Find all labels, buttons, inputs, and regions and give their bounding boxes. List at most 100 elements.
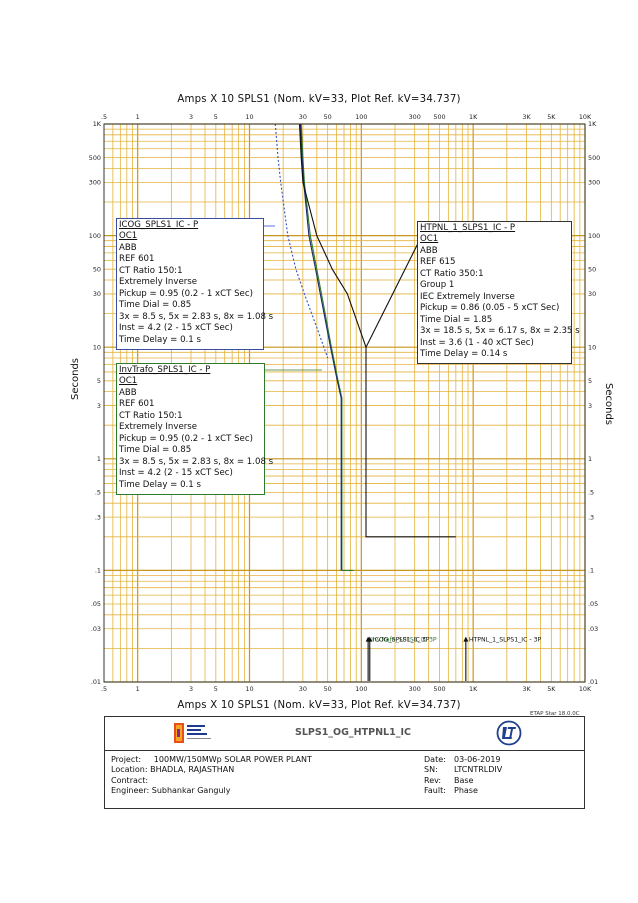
x-tick-label-bottom: 5	[214, 685, 218, 693]
y-tick-label-right: 500	[588, 154, 600, 162]
relay-name: ICOG_SPLS1_IC - P	[119, 220, 199, 230]
relay-line: Time Dial = 0.85	[119, 445, 192, 456]
x-tick-label-top: .5	[101, 113, 107, 121]
sn-label: SN:	[424, 765, 438, 775]
y-tick-label-right: .1	[588, 567, 594, 575]
x-tick-label-top: 3K	[522, 113, 531, 121]
y-axis-label-left: Seconds	[70, 357, 81, 400]
company-logo	[174, 723, 211, 743]
x-tick-label-bottom: 5K	[547, 685, 556, 693]
curve-1	[300, 123, 354, 571]
sc-marker-arrow	[367, 636, 373, 642]
x-tick-label-bottom: 3	[189, 685, 193, 693]
axis-tick-labels: .5 .5 1 1 3 3 5 5 10 10 30 30 50 50 100 100 300 300 500 500…	[89, 113, 600, 693]
relay-line: Pickup = 0.95 (0.2 - 1 xCT Sec)	[119, 433, 253, 444]
y-tick-label-left: 30	[93, 290, 101, 298]
project-label: Project:	[111, 755, 142, 764]
x-tick-label-bottom: 500	[433, 685, 445, 693]
relay-line: Extremely Inverse	[119, 422, 198, 433]
fault-label: Fault:	[424, 785, 446, 795]
sc-marker-label: ICOG_SPLS1_IC 3P	[373, 637, 430, 644]
engineer-label: Engineer:	[111, 785, 150, 795]
y-tick-label-left: 1	[97, 455, 101, 463]
location-value: BHADLA, RAJASTHAN	[150, 765, 235, 775]
x-tick-label-bottom: 50	[324, 685, 332, 693]
y-tick-label-right: 1	[588, 455, 592, 463]
relay-name: InvTrafo_SPLS1_IC - P	[119, 365, 211, 375]
y-tick-label-left: 100	[89, 232, 101, 240]
relay-line: CT Ratio 150:1	[119, 265, 183, 276]
relay-line: IEC Extremely Inverse	[420, 291, 515, 302]
relay-element: OC1	[119, 376, 138, 387]
y-tick-label-left: 500	[89, 154, 101, 162]
x-tick-label-bottom: 30	[299, 685, 307, 693]
rev-value: Base	[454, 775, 474, 785]
y-tick-label-left: 3	[97, 402, 101, 410]
y-tick-label-left: .03	[91, 625, 101, 633]
relay-line: CT Ratio 350:1	[420, 268, 484, 279]
relay-line: Time Dial = 0.85	[119, 300, 192, 311]
x-tick-label-bottom: 3K	[522, 685, 531, 693]
y-tick-label-left: .1	[95, 567, 101, 575]
chart-title-bottom: Amps X 10 SPLS1 (Nom. kV=33, Plot Ref. k…	[177, 700, 461, 711]
relay-line: 3x = 8.5 s, 5x = 2.83 s, 8x = 1.08 s	[119, 311, 274, 322]
curve-0	[274, 123, 329, 359]
x-tick-label-bottom: 100	[355, 685, 367, 693]
chart-title-top: Amps X 10 SPLS1 (Nom. kV=33, Plot Ref. k…	[177, 94, 461, 105]
x-tick-label-bottom: .5	[101, 685, 107, 693]
date-value: 03-06-2019	[454, 755, 501, 764]
relay-line: Extremely Inverse	[119, 277, 198, 288]
drawing-name: SLPS1_OG_HTPNL1_IC	[295, 727, 411, 738]
rev-label: Rev:	[424, 775, 442, 785]
curve-2	[299, 123, 342, 571]
y-tick-label-right: 30	[588, 290, 596, 298]
y-tick-label-left: .3	[95, 513, 101, 521]
document-info: Date: 03-06-2019 SN: LTCNTRLDIV Rev: Base F…	[424, 755, 502, 796]
relay-line: Pickup = 0.86 (0.05 - 5 xCT Sec)	[420, 303, 560, 314]
y-tick-label-right: 100	[588, 232, 600, 240]
y-tick-label-left: 1K	[93, 120, 102, 128]
fault-value: Phase	[454, 785, 478, 795]
relay-line: Group 1	[420, 280, 455, 291]
x-tick-label-bottom: 1K	[469, 685, 478, 693]
relay-line: REF 601	[119, 399, 155, 410]
y-tick-label-left: .5	[95, 489, 101, 497]
relay-line: 3x = 18.5 s, 5x = 6.17 s, 8x = 2.35 s	[420, 326, 580, 337]
title-block-header: SLPS1_OG_HTPNL1_IC	[105, 717, 584, 751]
y-tick-label-right: 300	[588, 179, 600, 187]
y-tick-label-right: .5	[588, 489, 594, 497]
sn-value: LTCNTRLDIV	[454, 765, 503, 775]
y-tick-label-left: .05	[91, 600, 101, 608]
project-info: Project: 100MW/150MWp SOLAR POWER PLANT …	[111, 755, 312, 796]
relay-line: REF 601	[119, 254, 155, 265]
curve-3	[298, 123, 429, 349]
curve-group	[264, 123, 456, 571]
relay-box-icog: ICOG_SPLS1_IC - P OC1 ABB REF 601 CT Rat…	[116, 218, 274, 350]
x-tick-label-top: 100	[355, 113, 367, 121]
x-tick-label-top: 1K	[469, 113, 478, 121]
relay-box-invtrafo: InvTrafo_SPLS1_IC - P OC1 ABB REF 601 CT…	[116, 363, 274, 495]
x-tick-label-top: 1	[136, 113, 140, 121]
y-tick-label-right: 3	[588, 402, 592, 410]
relay-line: Pickup = 0.95 (0.2 - 1 xCT Sec)	[119, 288, 253, 299]
x-tick-label-top: 50	[324, 113, 332, 121]
contract-label: Contract:	[111, 775, 149, 785]
y-tick-label-right: .05	[588, 600, 598, 608]
y-tick-label-right: 50	[588, 265, 596, 273]
x-tick-label-top: 500	[433, 113, 445, 121]
relay-line: Inst = 3.6 (1 - 40 xCT Sec)	[420, 337, 534, 348]
y-tick-label-left: .01	[91, 678, 101, 686]
y-tick-label-right: .01	[588, 678, 598, 686]
x-tick-label-top: 3	[189, 113, 193, 121]
y-tick-label-right: 1K	[588, 120, 597, 128]
project-value: 100MW/150MWp SOLAR POWER PLANT	[153, 755, 312, 764]
relay-line: REF 615	[420, 257, 456, 268]
title-block: SLPS1_OG_HTPNL1_IC Project: 100MW/150MWp…	[104, 716, 585, 809]
x-tick-label-top: 10K	[579, 113, 592, 121]
x-tick-label-top: 30	[299, 113, 307, 121]
x-tick-label-bottom: 10K	[579, 685, 592, 693]
x-tick-label-top: 5K	[547, 113, 556, 121]
relay-line: CT Ratio 150:1	[119, 410, 183, 421]
relay-line: 3x = 8.5 s, 5x = 2.83 s, 8x = 1.08 s	[119, 456, 274, 467]
x-tick-label-top: 10	[245, 113, 253, 121]
